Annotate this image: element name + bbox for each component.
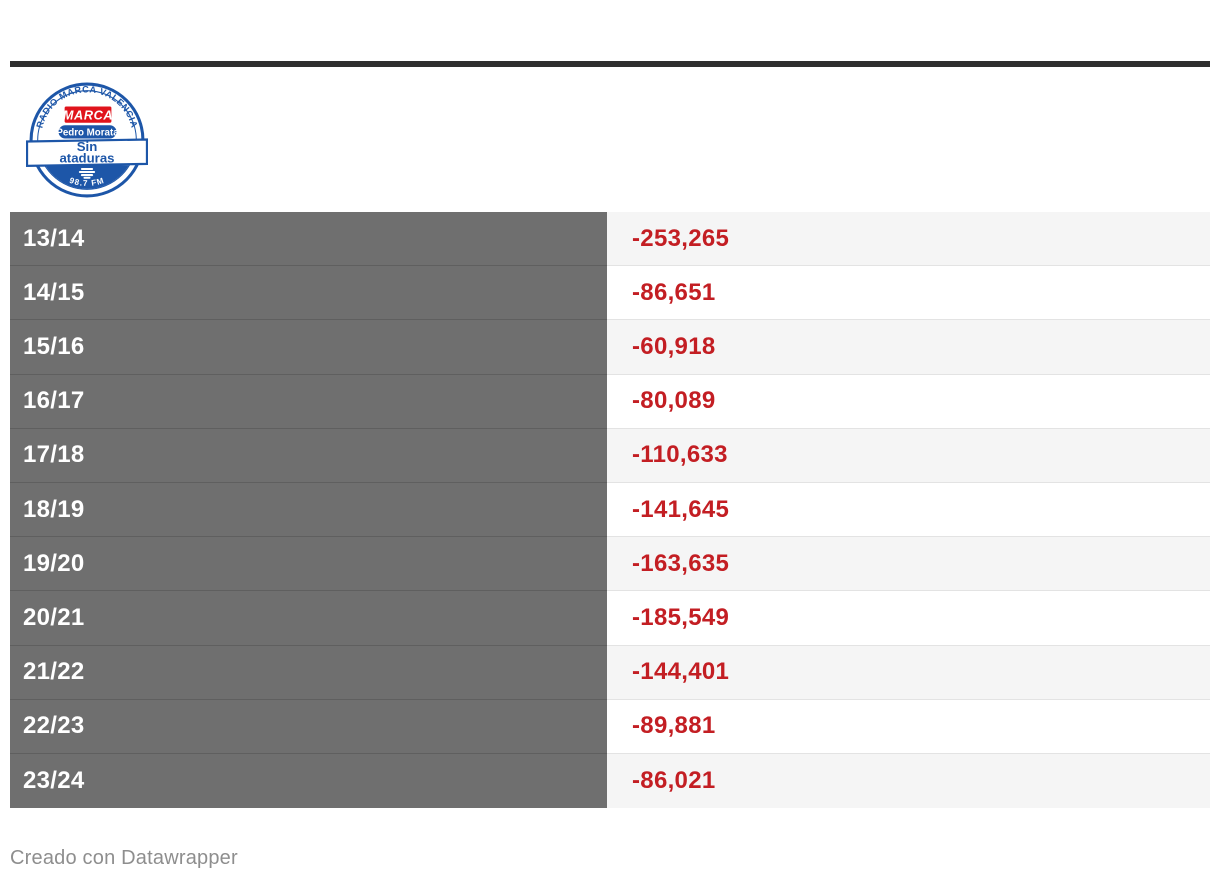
logo-badge: RADIO MARCA VALENCIA MARCA Pedro Morata … bbox=[25, 82, 149, 198]
season-cell: 14/15 bbox=[10, 266, 607, 321]
program-ribbon bbox=[25, 138, 149, 168]
season-cell: 22/23 bbox=[10, 699, 607, 754]
frequency-text-path: 98.7 FM bbox=[68, 176, 104, 188]
value-cell: -86,021 bbox=[607, 753, 1210, 809]
season-cell: 17/18 bbox=[10, 428, 607, 483]
season-cell: 13/14 bbox=[10, 212, 607, 267]
table-row: 14/15 -86,651 bbox=[10, 266, 1210, 321]
value-cell: -163,635 bbox=[607, 537, 1210, 592]
season-cell: 20/21 bbox=[10, 591, 607, 646]
top-divider bbox=[10, 61, 1210, 67]
value-cell: -86,651 bbox=[607, 266, 1210, 321]
table-row: 21/22 -144,401 bbox=[10, 645, 1210, 700]
season-cell: 15/16 bbox=[10, 320, 607, 375]
value-cell: -141,645 bbox=[607, 482, 1210, 538]
table-row: 22/23 -89,881 bbox=[10, 699, 1210, 754]
value-cell: -60,918 bbox=[607, 320, 1210, 375]
datawrapper-link[interactable]: Datawrapper bbox=[121, 847, 238, 869]
attribution-text: Creado con bbox=[10, 847, 122, 869]
value-cell: -110,633 bbox=[607, 428, 1210, 483]
season-cell: 16/17 bbox=[10, 374, 607, 429]
table-row: 18/19 -141,645 bbox=[10, 482, 1210, 538]
attribution: Creado con Datawrapper bbox=[10, 847, 238, 870]
table-row: 17/18 -110,633 bbox=[10, 428, 1210, 483]
table-row: 20/21 -185,549 bbox=[10, 591, 1210, 646]
frequency-text: 98.7 FM bbox=[68, 176, 105, 188]
presenter-name: Pedro Morata bbox=[56, 127, 119, 138]
table-row: 13/14 -253,265 bbox=[10, 212, 1210, 267]
season-cell: 23/24 bbox=[10, 753, 607, 809]
table-row: 19/20 -163,635 bbox=[10, 537, 1210, 592]
table-row: 23/24 -86,021 bbox=[10, 753, 1210, 809]
program-name-line2: ataduras bbox=[59, 151, 114, 166]
table-row: 15/16 -60,918 bbox=[10, 320, 1210, 375]
value-cell: -80,089 bbox=[607, 374, 1210, 429]
marca-wordmark-box bbox=[64, 106, 112, 123]
season-cell: 19/20 bbox=[10, 537, 607, 592]
value-cell: -185,549 bbox=[607, 591, 1210, 646]
season-cell: 21/22 bbox=[10, 645, 607, 700]
microphone-icon bbox=[78, 167, 96, 179]
marca-wordmark: MARCA bbox=[63, 108, 113, 122]
value-cell: -89,881 bbox=[607, 699, 1210, 754]
radio-marca-valencia-logo: RADIO MARCA VALENCIA MARCA Pedro Morata … bbox=[25, 82, 149, 198]
table-row: 16/17 -80,089 bbox=[10, 374, 1210, 429]
program-name-line1: Sin bbox=[77, 139, 98, 154]
season-cell: 18/19 bbox=[10, 482, 607, 538]
seasons-table: 13/14 -253,265 14/15 -86,651 15/16 -60,9… bbox=[10, 212, 1210, 809]
value-cell: -253,265 bbox=[607, 212, 1210, 267]
presenter-banner bbox=[58, 125, 117, 139]
value-cell: -144,401 bbox=[607, 645, 1210, 700]
